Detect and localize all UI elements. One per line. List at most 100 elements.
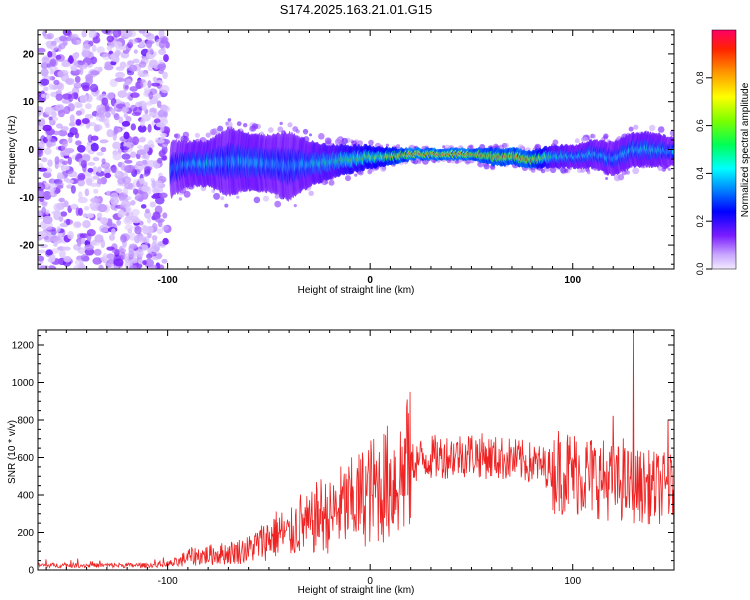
heatmap-noise-cell: [73, 82, 83, 89]
heatmap-noise-cell: [144, 258, 155, 267]
heatmap-noise-cell: [146, 40, 153, 49]
heatmap-noise-cell: [100, 177, 107, 185]
heatmap-noise-cell: [126, 196, 132, 201]
heatmap-noise-cell: [131, 136, 137, 144]
heatmap-noise-cell: [75, 207, 80, 217]
heatmap-halo-cell: [224, 203, 229, 208]
heatmap-noise-cell: [77, 240, 82, 247]
heatmap-noise-cell: [156, 100, 162, 108]
heatmap-noise-cell: [131, 218, 141, 224]
heatmap-noise-cell: [121, 120, 131, 127]
heatmap-noise-cell: [131, 38, 138, 44]
heatmap-noise-cell: [113, 125, 119, 135]
heatmap-halo-cell: [649, 124, 656, 132]
heatmap-noise-cell: [97, 107, 106, 115]
heatmap-noise-cell: [84, 206, 90, 211]
heatmap-noise-cell: [110, 196, 119, 206]
heatmap-noise-cell: [55, 93, 64, 102]
heatmap-noise-cell: [82, 84, 90, 92]
heatmap-noise-cell: [91, 44, 97, 53]
heatmap-noise-cell: [130, 200, 136, 206]
heatmap-noise-cell: [85, 144, 92, 153]
heatmap-noise-cell: [84, 114, 94, 119]
heatmap-halo-cell: [632, 167, 640, 175]
heatmap-noise-cell: [121, 106, 128, 114]
heatmap-halo-cell: [225, 121, 233, 129]
heatmap-halo-cell: [217, 125, 224, 132]
colorbar-tick-label: 0.0: [695, 263, 705, 276]
heatmap-halo-cell: [209, 128, 217, 136]
heatmap-noise-cell: [47, 51, 53, 58]
colorbar-label: Normalized spectral amplitude: [740, 82, 750, 217]
heatmap-noise-cell: [129, 243, 138, 249]
heatmap-noise-cell: [60, 149, 65, 158]
heatmap-noise-cell: [155, 139, 165, 144]
heatmap-noise-cell: [73, 265, 84, 269]
heatmap-halo-cell: [380, 166, 387, 172]
heatmap-halo-cell: [667, 167, 671, 171]
heatmap-halo-cell: [274, 200, 282, 208]
heatmap-noise-cell: [147, 123, 152, 133]
heatmap-noise-cell: [43, 34, 52, 40]
colorbar-ticks: 0.0 0.2 0.4 0.6 0.8: [695, 72, 712, 276]
heatmap-noise-cell: [68, 136, 73, 144]
heatmap-noise-cell: [157, 63, 165, 69]
heatmap-noise-cell: [40, 68, 49, 77]
heatmap-noise-cell: [147, 231, 152, 239]
heatmap-halo-cell: [605, 177, 609, 180]
heatmap-noise-cell: [128, 250, 135, 258]
heatmap-noise-cell: [54, 156, 60, 165]
heatmap-noise-cell: [147, 247, 152, 253]
heatmap-noise-cell: [55, 182, 64, 188]
heatmap-noise-cell: [122, 82, 129, 92]
heatmap-halo-cell: [657, 126, 665, 133]
heatmap-halo-cell: [213, 192, 221, 200]
heatmap-halo-cell: [309, 133, 312, 137]
heatmap-noise-cell: [77, 60, 85, 66]
heatmap-halo-cell: [345, 175, 351, 182]
heatmap-y-tick-label: 20: [23, 49, 35, 60]
heatmap-noise-cell: [72, 221, 82, 229]
heatmap-noise-cell: [41, 206, 47, 215]
heatmap-noise-cell: [87, 122, 97, 127]
heatmap-noise-cell: [65, 78, 75, 85]
heatmap-halo-cell: [334, 138, 342, 146]
heatmap-noise-cell: [85, 74, 94, 81]
heatmap-noise-cell: [124, 182, 134, 190]
heatmap-noise-cell: [72, 53, 79, 60]
heatmap-noise-cell: [151, 194, 159, 199]
heatmap-noise-cell: [92, 257, 102, 265]
heatmap-halo-cell: [220, 196, 225, 201]
heatmap-noise-cell: [70, 203, 79, 210]
heatmap-x-tick-label: 0: [367, 275, 373, 286]
heatmap-halo-cell: [385, 143, 389, 147]
snr-y-axis-label: SNR (10 * v/v): [7, 420, 18, 484]
heatmap-noise-cell: [106, 92, 115, 100]
heatmap-noise-cell: [104, 167, 111, 175]
heatmap-noise-cell: [69, 114, 75, 123]
heatmap-noise-cell: [161, 155, 168, 161]
heatmap-noise-cell: [38, 47, 46, 53]
heatmap-noise-cell: [125, 78, 132, 85]
heatmap-noise-cell: [77, 179, 85, 187]
heatmap-halo-cell: [259, 131, 264, 136]
heatmap-noise-cell: [74, 101, 81, 109]
heatmap-noise-cell: [116, 219, 121, 226]
heatmap-noise-cell: [58, 197, 65, 203]
heatmap-noise-cell: [88, 30, 97, 39]
heatmap-noise-cell: [118, 245, 124, 254]
heatmap-noise-cell: [53, 203, 61, 212]
heatmap-noise-cell: [122, 176, 132, 184]
heatmap-noise-cell: [151, 82, 161, 87]
colorbar-gradient: [711, 29, 737, 270]
heatmap-noise-cell: [104, 172, 112, 179]
heatmap-noise-cell: [79, 94, 88, 104]
heatmap-noise-cell: [67, 31, 73, 37]
heatmap-noise-cell: [75, 119, 82, 126]
heatmap-noise-cell: [69, 127, 78, 136]
heatmap-noise-cell: [137, 79, 146, 84]
heatmap-noise-cell: [43, 92, 50, 100]
snr-y-tick-label: 1000: [12, 378, 35, 389]
heatmap-halo-cell: [442, 145, 446, 149]
heatmap-noise-cell: [151, 180, 156, 189]
